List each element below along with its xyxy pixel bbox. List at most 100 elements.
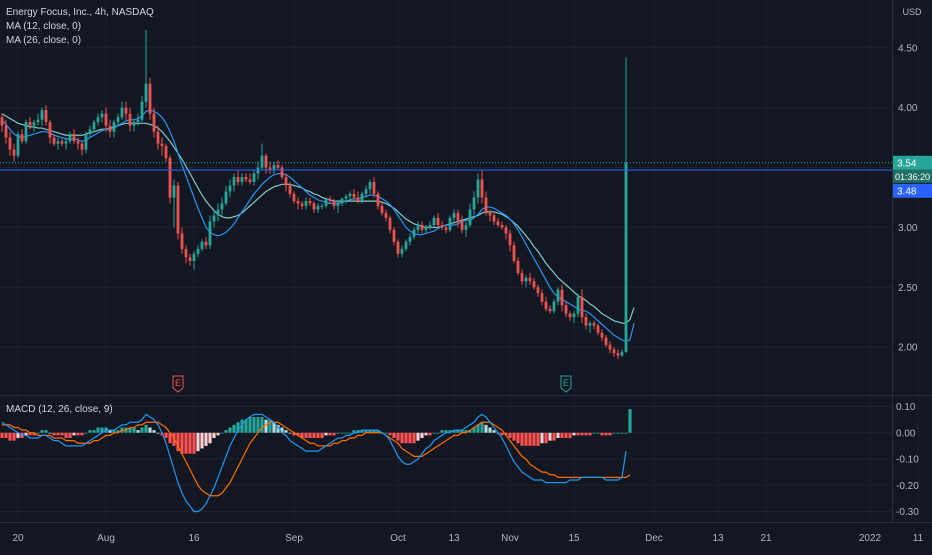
candle-body[interactable]	[112, 122, 116, 132]
candle-body[interactable]	[400, 248, 404, 254]
candle-body[interactable]	[500, 225, 504, 228]
candle-body[interactable]	[56, 141, 60, 144]
candle-body[interactable]	[316, 205, 320, 210]
candle-body[interactable]	[468, 209, 472, 226]
candle-body[interactable]	[464, 225, 468, 230]
candle-body[interactable]	[8, 137, 12, 150]
candle-body[interactable]	[44, 110, 48, 123]
candle-body[interactable]	[168, 158, 172, 198]
candle-body[interactable]	[196, 248, 200, 254]
candle-body[interactable]	[292, 193, 296, 202]
candle-body[interactable]	[556, 289, 560, 302]
candle-body[interactable]	[584, 317, 588, 326]
candle-body[interactable]	[616, 353, 620, 356]
candle-body[interactable]	[92, 122, 96, 130]
candle-body[interactable]	[496, 221, 500, 226]
candle-body[interactable]	[588, 323, 592, 326]
candle-body[interactable]	[372, 181, 376, 194]
candle-body[interactable]	[344, 196, 348, 199]
candle-body[interactable]	[516, 260, 520, 273]
candle-body[interactable]	[72, 134, 76, 142]
candle-body[interactable]	[36, 119, 40, 123]
candle-body[interactable]	[64, 141, 68, 144]
candle-body[interactable]	[220, 203, 224, 210]
candle-body[interactable]	[268, 167, 272, 170]
candle-body[interactable]	[324, 198, 328, 206]
candle-body[interactable]	[552, 301, 556, 312]
candle-body[interactable]	[340, 198, 344, 204]
candle-body[interactable]	[600, 332, 604, 338]
candle-body[interactable]	[608, 344, 612, 350]
candle-body[interactable]	[52, 137, 56, 144]
candle-body[interactable]	[528, 277, 532, 282]
candle-body[interactable]	[176, 185, 180, 234]
candle-body[interactable]	[48, 122, 52, 138]
candle-body[interactable]	[192, 253, 196, 261]
candle-body[interactable]	[264, 155, 268, 168]
candle-body[interactable]	[564, 305, 568, 314]
candle-body[interactable]	[172, 185, 176, 198]
candle-body[interactable]	[568, 313, 572, 318]
earnings-marker[interactable]	[560, 375, 572, 393]
candle-body[interactable]	[392, 229, 396, 242]
candle-body[interactable]	[76, 141, 80, 144]
candle-body[interactable]	[288, 185, 292, 194]
candle-body[interactable]	[208, 221, 212, 246]
candle-body[interactable]	[120, 107, 124, 118]
candle-body[interactable]	[160, 143, 164, 147]
candle-body[interactable]	[604, 337, 608, 345]
candle-body[interactable]	[424, 227, 428, 230]
candle-body[interactable]	[348, 193, 352, 197]
candle-body[interactable]	[204, 241, 208, 246]
candle-body[interactable]	[548, 308, 552, 312]
candle-body[interactable]	[180, 233, 184, 249]
candle-body[interactable]	[232, 177, 236, 186]
candle-body[interactable]	[24, 122, 28, 142]
candle-body[interactable]	[312, 203, 316, 210]
candle-body[interactable]	[68, 134, 72, 142]
candle-body[interactable]	[428, 225, 432, 228]
candle-body[interactable]	[20, 134, 24, 142]
candle-body[interactable]	[536, 287, 540, 294]
candle-body[interactable]	[396, 241, 400, 254]
candle-body[interactable]	[596, 325, 600, 333]
candle-body[interactable]	[484, 197, 488, 214]
candle-body[interactable]	[164, 146, 168, 158]
candle-body[interactable]	[520, 272, 524, 282]
candle-body[interactable]	[212, 215, 216, 222]
candle-body[interactable]	[560, 289, 564, 306]
candle-body[interactable]	[276, 165, 280, 168]
candle-body[interactable]	[336, 203, 340, 206]
candle-body[interactable]	[0, 117, 4, 126]
candle-body[interactable]	[320, 205, 324, 207]
candle-body[interactable]	[216, 209, 220, 216]
candle-body[interactable]	[224, 191, 228, 204]
candle-body[interactable]	[244, 177, 248, 180]
candle-body[interactable]	[404, 241, 408, 249]
candle-body[interactable]	[420, 225, 424, 230]
candle-body[interactable]	[40, 110, 44, 120]
candle-body[interactable]	[240, 177, 244, 182]
candle-body[interactable]	[488, 213, 492, 216]
candle-body[interactable]	[84, 134, 88, 150]
candle-body[interactable]	[456, 213, 460, 222]
candle-body[interactable]	[512, 245, 516, 261]
candle-body[interactable]	[188, 257, 192, 261]
candle-body[interactable]	[152, 113, 156, 132]
candle-body[interactable]	[436, 217, 440, 226]
candle-body[interactable]	[612, 349, 616, 354]
candle-body[interactable]	[544, 301, 548, 309]
candle-body[interactable]	[132, 122, 136, 126]
candle-body[interactable]	[580, 296, 584, 318]
candle-body[interactable]	[376, 193, 380, 206]
macd-legend-title[interactable]: MACD (12, 26, close, 9)	[6, 404, 113, 415]
candle-body[interactable]	[504, 227, 508, 234]
candle-body[interactable]	[576, 296, 580, 314]
candle-body[interactable]	[572, 313, 576, 318]
candle-body[interactable]	[432, 217, 436, 226]
candle-body[interactable]	[460, 221, 464, 230]
candle-body[interactable]	[140, 101, 144, 120]
candle-body[interactable]	[508, 233, 512, 246]
candle-body[interactable]	[148, 83, 152, 114]
